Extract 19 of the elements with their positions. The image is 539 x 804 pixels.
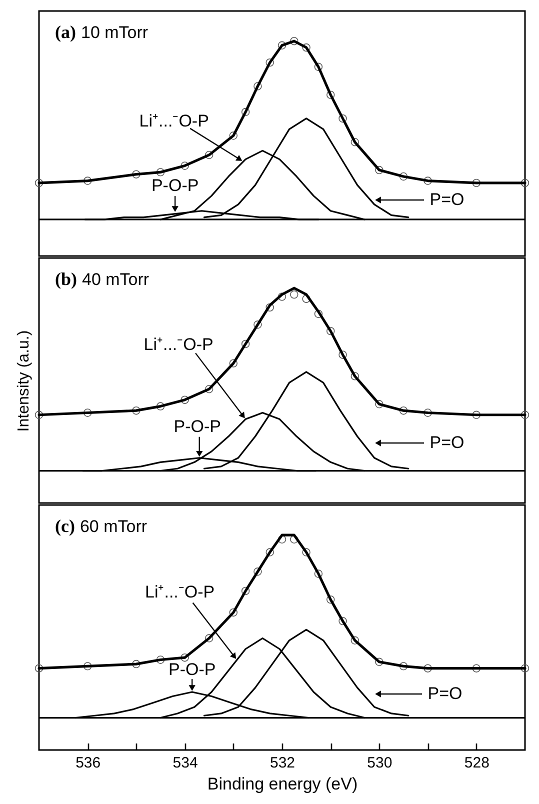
annotation: Li⁺...⁻O-P: [139, 111, 209, 130]
annotation: Li⁺...⁻O-P: [144, 335, 214, 354]
x-tick-label: 530: [367, 754, 392, 772]
x-tick-label: 534: [172, 754, 198, 772]
annotation: P-O-P: [151, 176, 199, 196]
annotation: P-O-P: [174, 416, 221, 436]
annotation: P-O-P: [168, 660, 216, 679]
chart-title: (a) 10 mTorr: [55, 22, 148, 42]
x-tick-label: 536: [76, 754, 101, 772]
chart-title: (b) 40 mTorr: [55, 269, 150, 289]
annotation: P=O: [430, 433, 464, 452]
x-tick-label: 528: [464, 754, 490, 772]
chart-title: (c) 60 mTorr: [55, 516, 148, 536]
annotation: P=O: [430, 190, 464, 209]
annotation: Li⁺...⁻O-P: [144, 582, 215, 602]
y-axis-title: Intensity (a.u.): [16, 330, 32, 432]
x-axis-title: Binding energy (eV): [207, 774, 358, 794]
x-tick-label: 532: [270, 754, 296, 772]
annotation: P=O: [428, 684, 462, 703]
